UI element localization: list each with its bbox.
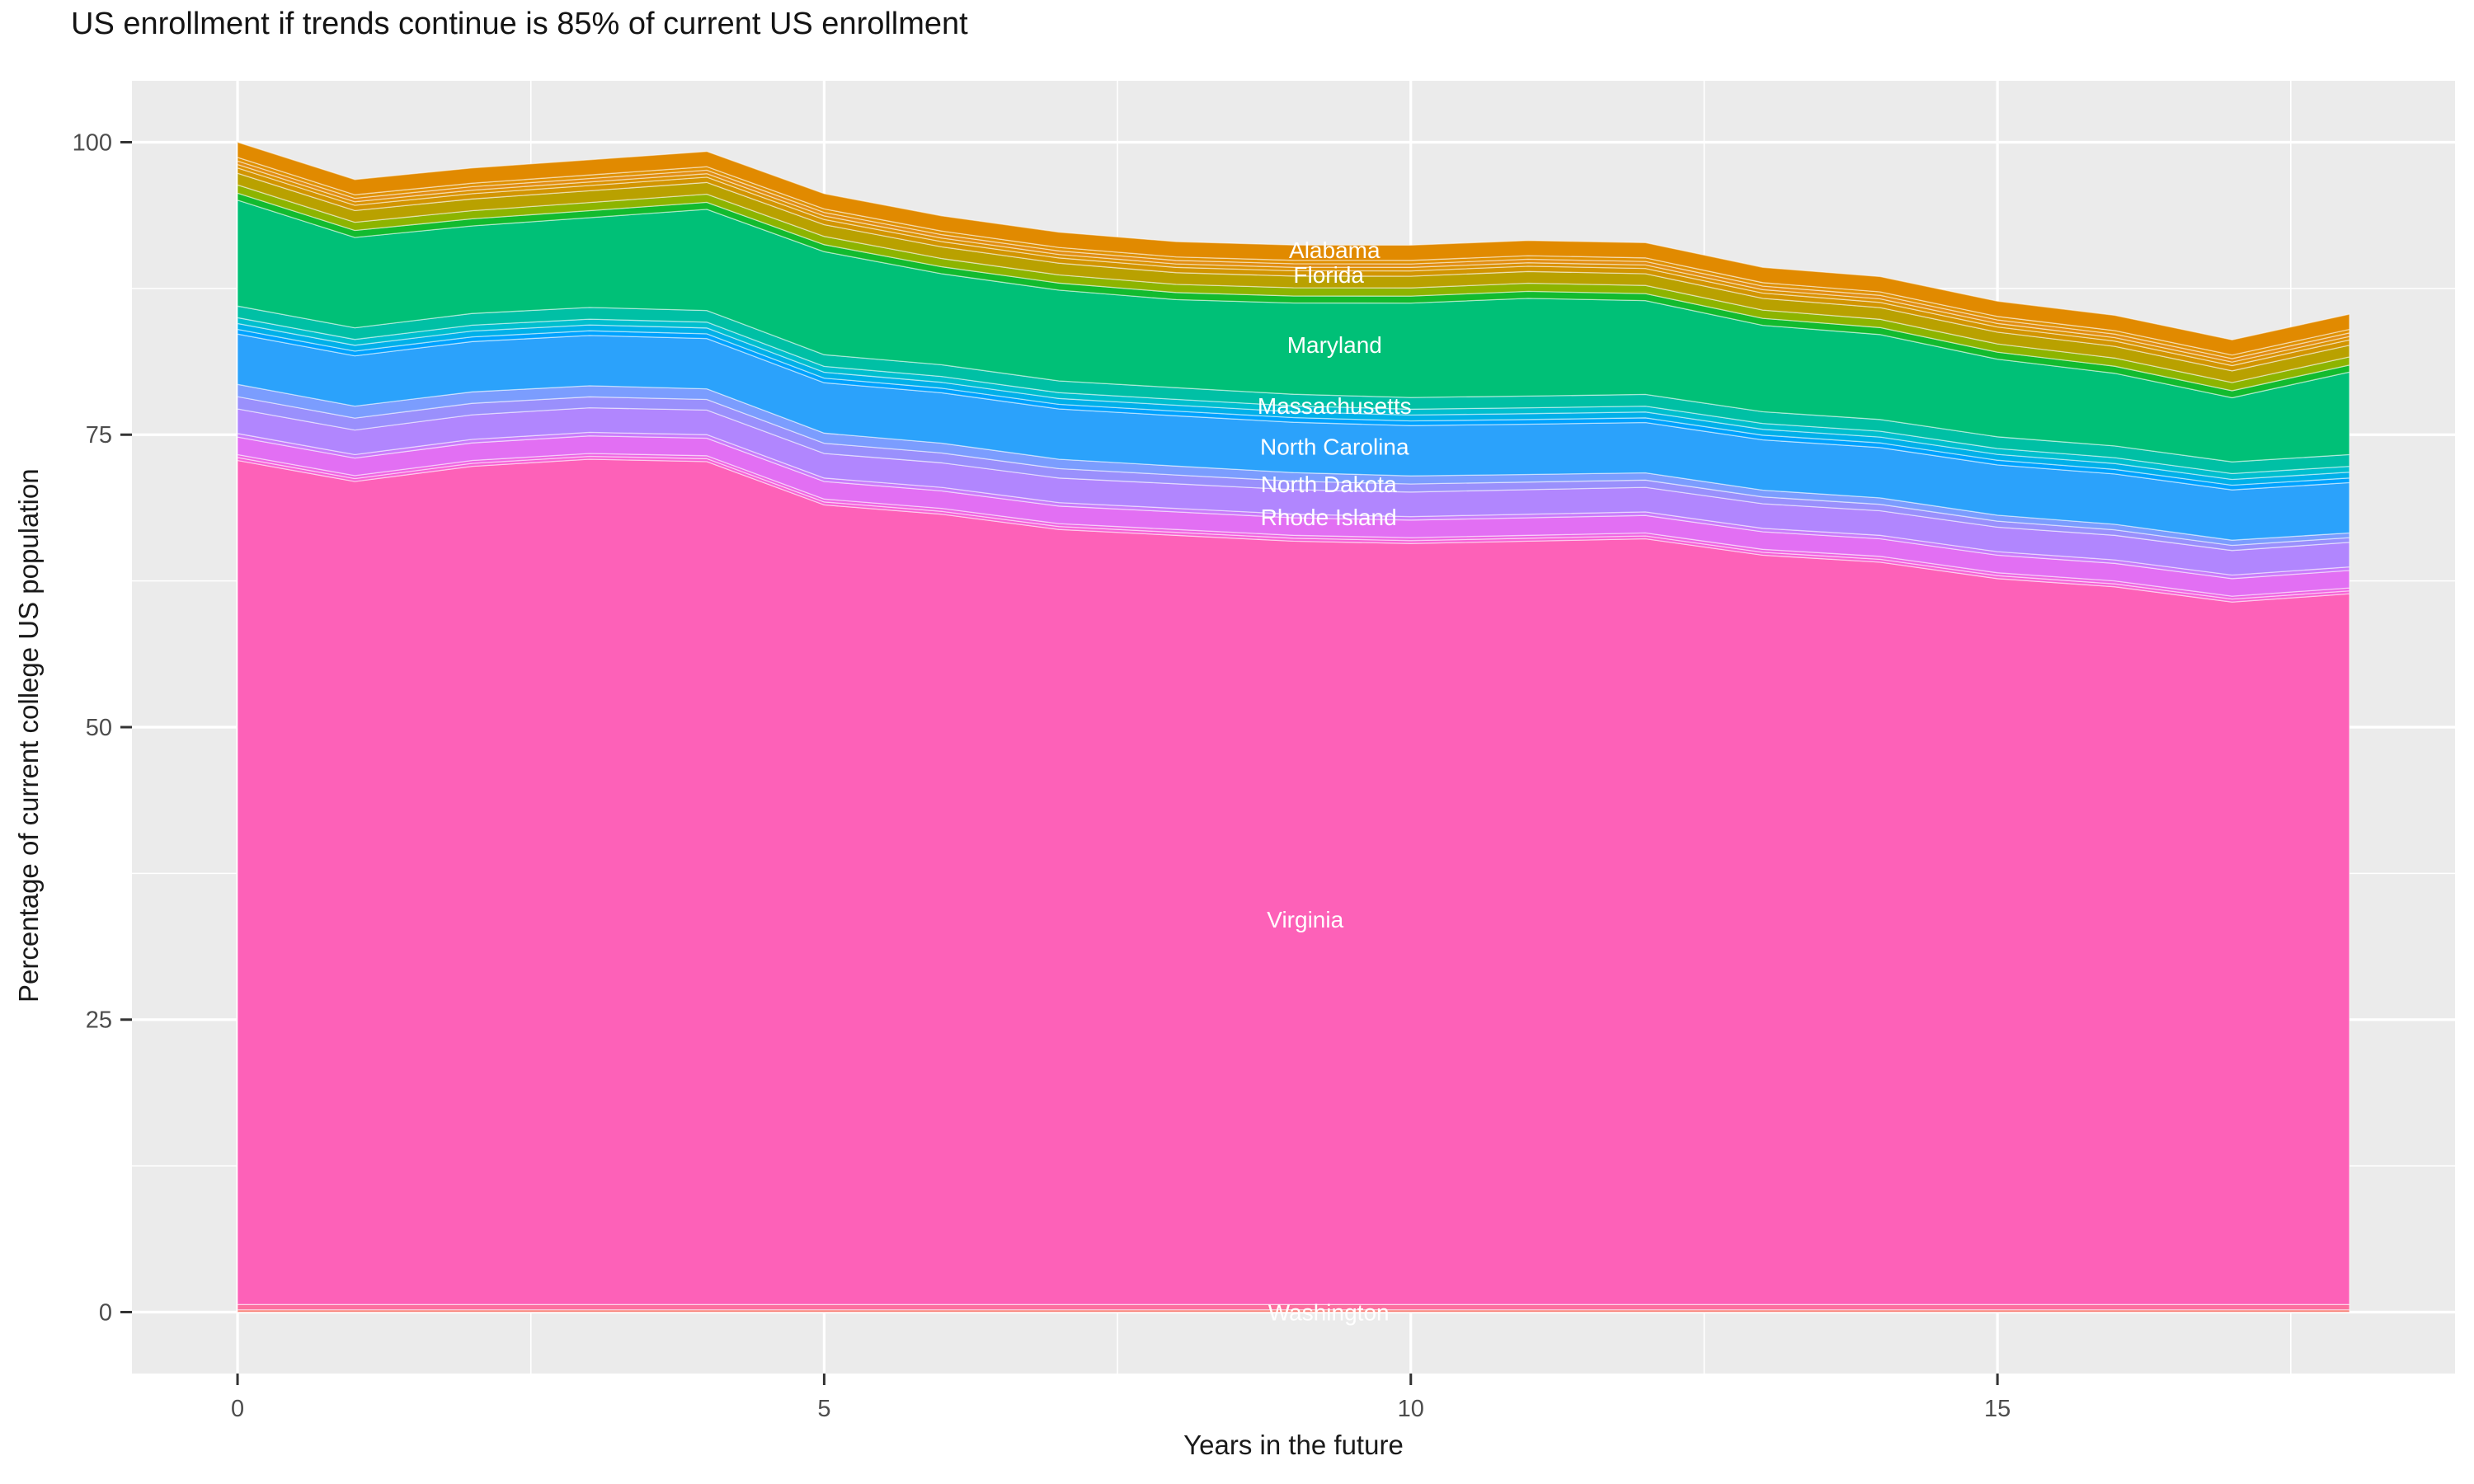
x-tick-label-0: 0	[231, 1396, 244, 1422]
x-axis-title: Years in the future	[1183, 1430, 1404, 1460]
series-label-virginia: Virginia	[1267, 907, 1343, 932]
series-label-washington: Washington	[1268, 1300, 1390, 1326]
y-tick-label-0: 0	[99, 1299, 112, 1326]
y-axis-title: Percentage of current college US populat…	[13, 468, 44, 1003]
series-label-rhode-island: Rhode Island	[1261, 505, 1397, 530]
y-tick-label-25: 25	[86, 1007, 112, 1034]
series-label-north-carolina: North Carolina	[1260, 434, 1409, 460]
x-tick-label-10: 10	[1398, 1396, 1424, 1422]
x-tick-label-15: 15	[1984, 1396, 2011, 1422]
series-label-maryland: Maryland	[1287, 332, 1382, 358]
y-tick-label-100: 100	[73, 129, 112, 156]
series-label-florida: Florida	[1293, 262, 1364, 288]
y-tick-label-50: 50	[86, 715, 112, 741]
series-label-massachusetts: Massachusetts	[1258, 393, 1412, 419]
series-label-alabama: Alabama	[1289, 237, 1380, 263]
area-virginia	[237, 458, 2350, 1305]
x-tick-label-5: 5	[817, 1396, 830, 1422]
chart-title: US enrollment if trends continue is 85% …	[71, 7, 968, 41]
series-label-north-dakota: North Dakota	[1261, 472, 1397, 497]
area-alabama	[237, 141, 2350, 356]
y-tick-label-75: 75	[86, 422, 112, 448]
